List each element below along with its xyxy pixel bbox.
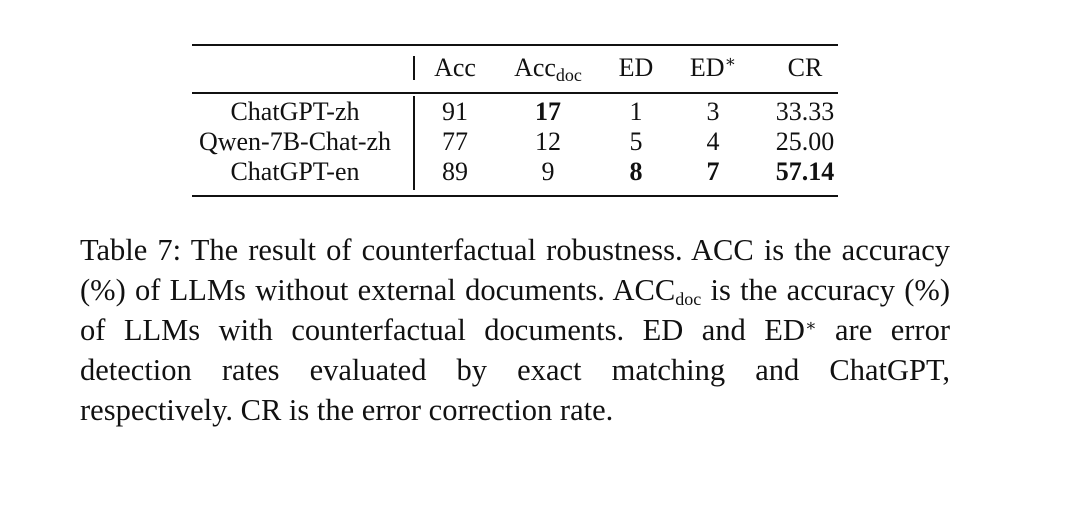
table-cell: 9: [541, 157, 555, 186]
model-name: ChatGPT-zh: [230, 97, 360, 126]
table-cell: 57.14: [775, 157, 835, 186]
mid-rule: [192, 92, 838, 94]
table-cell: 25.00: [775, 127, 835, 156]
table-cell: 7: [706, 157, 720, 186]
table-cell: 3: [706, 97, 720, 126]
bottom-rule: [192, 195, 838, 197]
table-cell: 4: [706, 127, 720, 156]
table-cell: 8: [629, 157, 643, 186]
table-cell: 17: [535, 97, 561, 126]
table-cell: 5: [629, 127, 643, 156]
header-acc: Acc: [434, 53, 476, 82]
table-caption: Table 7: The result of counterfactual ro…: [80, 233, 950, 427]
model-name: ChatGPT-en: [230, 157, 360, 186]
table-cell: 77: [442, 127, 468, 156]
header-acc-doc: Accdoc: [514, 53, 582, 85]
table-cell: 91: [442, 97, 468, 126]
table-cell: 33.33: [775, 97, 835, 126]
model-name: Qwen-7B-Chat-zh: [198, 127, 392, 156]
table-cell: 1: [629, 97, 643, 126]
header-ed: ED: [618, 53, 654, 82]
table-cell: 12: [535, 127, 561, 156]
column-separator: [413, 56, 415, 80]
table-cell: 89: [442, 157, 468, 186]
header-ed-star: ED∗: [689, 52, 737, 82]
top-rule: [192, 44, 838, 46]
column-separator: [413, 96, 415, 190]
header-cr: CR: [787, 53, 823, 82]
